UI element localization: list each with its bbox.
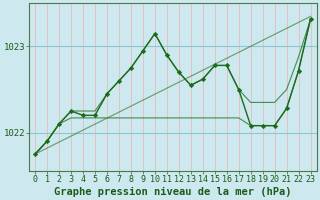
X-axis label: Graphe pression niveau de la mer (hPa): Graphe pression niveau de la mer (hPa) — [54, 186, 292, 197]
